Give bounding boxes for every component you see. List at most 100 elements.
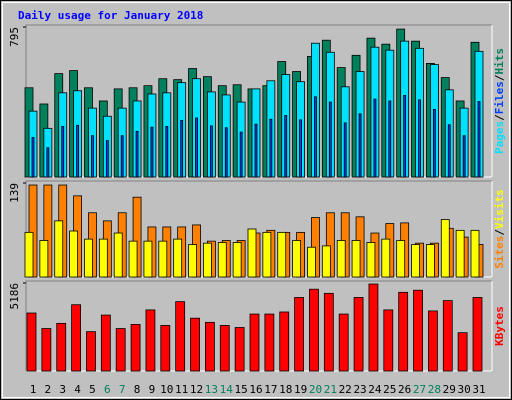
x-tick-label: 7: [119, 383, 126, 396]
bar: [54, 220, 64, 278]
x-tick-label: 11: [175, 383, 188, 396]
bar: [447, 124, 451, 178]
bar: [234, 327, 245, 372]
bar: [254, 123, 258, 178]
bar: [411, 244, 420, 278]
x-tick-label: 2: [45, 383, 52, 396]
bar: [180, 119, 184, 178]
x-tick-label: 27: [413, 383, 426, 396]
series-legend: KBytes: [493, 306, 506, 346]
bar: [381, 238, 391, 278]
x-tick-label: 30: [458, 383, 471, 396]
x-tick-label: 20: [309, 383, 322, 396]
bar: [120, 135, 124, 178]
bar: [264, 313, 275, 372]
y-tick-label: 795: [8, 27, 21, 47]
bar: [175, 301, 186, 372]
bar: [209, 125, 213, 178]
legend-entry: Hits: [493, 48, 506, 75]
bar: [418, 99, 421, 178]
bar: [314, 96, 317, 178]
bar: [247, 228, 257, 278]
bar: [150, 126, 154, 178]
x-tick-label: 3: [59, 383, 66, 396]
bar: [338, 313, 349, 372]
bar: [309, 288, 319, 372]
bar: [477, 101, 481, 178]
bar: [61, 126, 65, 178]
bar: [470, 229, 480, 278]
bar: [113, 232, 123, 278]
bar: [217, 242, 227, 278]
x-tick-label: 13: [205, 383, 218, 396]
x-tick-label: 18: [279, 383, 292, 396]
x-tick-label: 28: [428, 383, 441, 396]
bar: [145, 309, 156, 372]
legend-entry: Files: [493, 81, 506, 114]
bar: [115, 328, 126, 372]
y-tick-label: 139: [8, 183, 21, 203]
bar: [383, 309, 394, 372]
bar: [46, 147, 50, 178]
bar: [71, 304, 81, 372]
x-tick-label: 19: [294, 383, 307, 396]
bar: [69, 230, 78, 278]
bar: [249, 313, 260, 372]
bar: [425, 244, 435, 278]
legend-separator: /: [493, 74, 506, 81]
bar: [160, 325, 171, 372]
bar: [403, 95, 407, 178]
bar: [427, 310, 438, 372]
bar: [398, 291, 409, 372]
x-tick-label: 1: [30, 383, 37, 396]
bar: [440, 219, 450, 278]
bar: [262, 231, 272, 278]
legend-entry: Pages: [493, 121, 506, 154]
legend-separator: /: [493, 229, 506, 236]
bar: [307, 246, 316, 278]
x-tick-label: 22: [339, 383, 352, 396]
bar: [39, 240, 49, 278]
bar: [396, 240, 406, 278]
bar: [98, 238, 108, 278]
bar: [24, 231, 34, 278]
x-tick-label: 8: [134, 383, 141, 396]
bar: [219, 325, 230, 372]
bar: [128, 240, 138, 278]
bar: [202, 242, 212, 278]
bar: [41, 328, 52, 372]
bar: [158, 240, 168, 278]
legend-separator: /: [493, 114, 506, 121]
bar: [76, 124, 79, 178]
x-tick-label: 24: [368, 383, 382, 396]
bar: [292, 240, 302, 278]
bar: [413, 289, 423, 372]
bar: [336, 240, 346, 278]
bar: [31, 137, 35, 178]
bar: [135, 130, 139, 178]
bar: [232, 242, 242, 278]
bar: [432, 109, 436, 178]
chart-title: Daily usage for January 2018: [18, 9, 203, 22]
x-tick-label: 5: [89, 383, 96, 396]
x-tick-label: 31: [472, 383, 485, 396]
bar: [472, 297, 483, 372]
bar: [457, 332, 468, 372]
series-legend: Pages/Files/Hits: [493, 48, 506, 154]
bar: [368, 283, 379, 372]
x-tick-label: 16: [249, 383, 262, 396]
bar: [239, 131, 243, 178]
bar: [130, 324, 141, 372]
bar: [294, 297, 305, 372]
x-tick-label: 29: [443, 383, 456, 396]
bar: [284, 115, 288, 178]
bar: [91, 135, 94, 178]
bar: [358, 113, 362, 178]
bar: [100, 314, 111, 372]
bar: [190, 317, 200, 372]
bar: [366, 242, 376, 278]
bar: [105, 140, 109, 178]
x-tick-label: 4: [74, 383, 81, 396]
